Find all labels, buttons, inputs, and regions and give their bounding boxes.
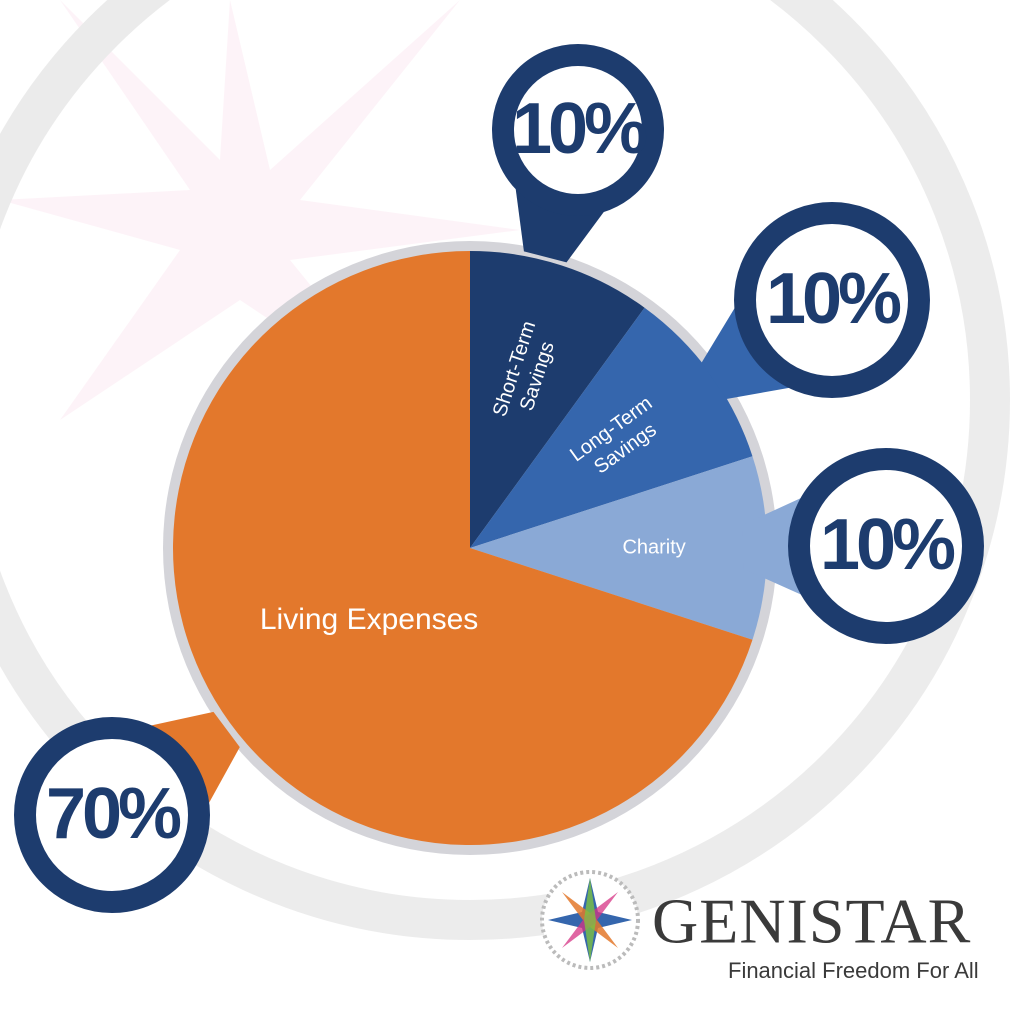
pie: Short-TermSavingsLong-TermSavingsCharity… xyxy=(173,251,768,845)
slice-label: Living Expenses xyxy=(260,603,478,636)
logo-name: GENISTAR xyxy=(652,886,971,957)
pie-slice xyxy=(173,251,753,845)
pie-slice xyxy=(470,251,645,548)
pie-slice xyxy=(470,456,768,640)
logo-star xyxy=(584,878,596,962)
callouts: 10% 10% 10% 70% xyxy=(14,44,984,913)
logo: GENISTAR Financial Freedom For All xyxy=(540,870,979,983)
callout-ring xyxy=(788,448,984,644)
pie-slice xyxy=(470,307,753,548)
callout-value: 10% xyxy=(820,505,955,585)
callout-value: 10% xyxy=(766,259,901,339)
callout-value: 10% xyxy=(512,89,647,169)
callout-ring xyxy=(734,202,930,398)
logo-tagline: Financial Freedom For All xyxy=(728,958,979,983)
callout-ring xyxy=(492,44,664,216)
slice-label: Charity xyxy=(622,536,685,558)
callout-value: 70% xyxy=(46,774,181,854)
background-decoration xyxy=(0,0,1010,940)
callout-ring xyxy=(14,717,210,913)
